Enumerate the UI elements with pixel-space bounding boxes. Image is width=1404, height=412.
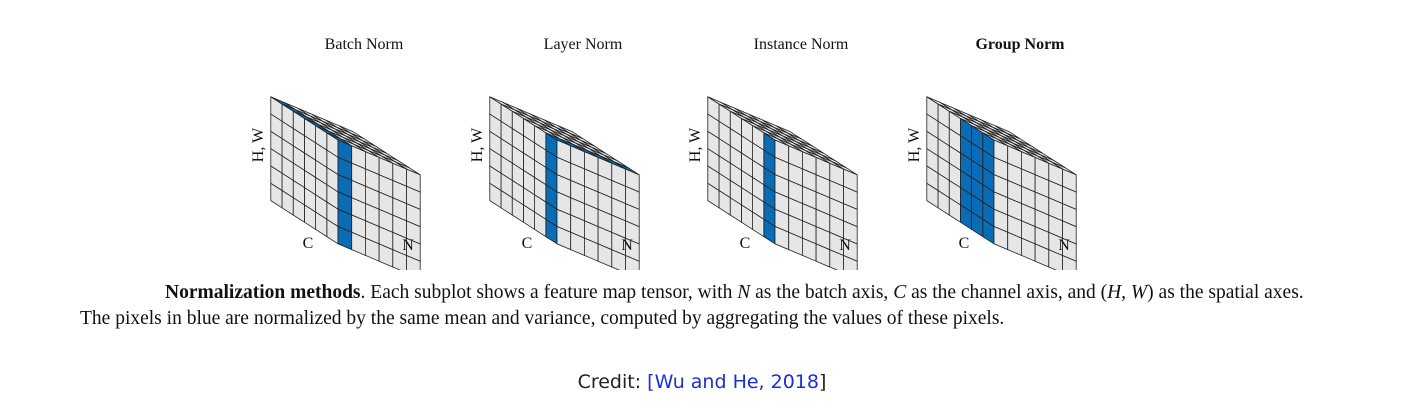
cube-cell xyxy=(926,182,939,209)
cube-panel-batch: Batch Norm H, W C N xyxy=(250,36,421,270)
credit-prefix: Credit: xyxy=(577,371,648,393)
cube-cell xyxy=(406,254,421,270)
axis-label-c: C xyxy=(959,235,970,252)
cube-panel-instance: Instance Norm H, W C N xyxy=(687,36,858,270)
caption-lead: Normalization methods xyxy=(165,282,361,303)
figure-caption: Normalization methods. Each subplot show… xyxy=(80,280,1310,332)
cube-cell xyxy=(1062,254,1077,270)
caption-text-3: as the channel axis, and ( xyxy=(906,282,1108,303)
cube-panel-layer: Layer Norm H, W C N xyxy=(469,36,640,270)
panel-title: Group Norm xyxy=(975,36,1065,53)
cube-cell xyxy=(625,254,640,270)
axis-label-c: C xyxy=(740,235,751,252)
axis-label-c: C xyxy=(522,235,533,252)
cube-cell xyxy=(489,182,502,209)
axis-label-n: N xyxy=(621,237,633,254)
axis-label-n: N xyxy=(402,237,414,254)
caption-n: N xyxy=(737,282,751,303)
axis-label-n: N xyxy=(1058,237,1070,254)
credit-open-bracket: [ xyxy=(647,371,655,393)
credit-line: Credit: [Wu and He, 2018] xyxy=(0,371,1404,393)
axis-label-hw: H, W xyxy=(469,127,486,162)
caption-text-2: as the batch axis, xyxy=(750,282,894,303)
cube-cell xyxy=(339,125,365,140)
cube-cell xyxy=(270,182,283,209)
panel-title: Batch Norm xyxy=(325,36,404,53)
credit-close-bracket: ] xyxy=(818,371,827,393)
caption-c: C xyxy=(893,282,907,303)
axis-label-c: C xyxy=(303,235,314,252)
caption-hw: H, W xyxy=(1107,282,1148,303)
axis-label-hw: H, W xyxy=(906,127,923,162)
cube-cell xyxy=(843,254,858,270)
cube-cell xyxy=(1048,249,1063,270)
cube-panel-group: Group Norm H, W C N xyxy=(906,36,1077,270)
caption-text-4: ) as the spatial axes. The pixels in blu… xyxy=(80,282,1304,329)
axis-label-hw: H, W xyxy=(687,127,704,162)
cube-cell xyxy=(611,249,626,270)
axis-label-n: N xyxy=(839,237,851,254)
cube-cell xyxy=(558,125,584,140)
cube-cell xyxy=(707,182,720,209)
cube-cell xyxy=(829,249,844,270)
panel-title: Instance Norm xyxy=(754,36,849,53)
panel-title: Layer Norm xyxy=(544,36,623,53)
credit-link[interactable]: Wu and He, 2018 xyxy=(654,371,819,393)
axis-label-hw: H, W xyxy=(250,127,267,162)
caption-text-1: . Each subplot shows a feature map tenso… xyxy=(360,282,738,303)
cube-cell xyxy=(392,249,407,270)
cube-cell xyxy=(776,125,802,140)
cube-cell xyxy=(995,125,1021,140)
